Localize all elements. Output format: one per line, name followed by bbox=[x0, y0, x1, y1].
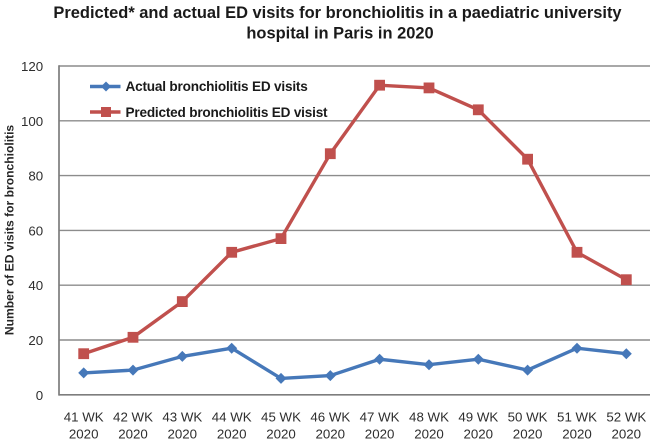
svg-text:2020: 2020 bbox=[266, 427, 296, 442]
svg-text:0: 0 bbox=[36, 388, 43, 403]
svg-text:50 WK: 50 WK bbox=[508, 409, 548, 424]
svg-text:44 WK: 44 WK bbox=[212, 409, 252, 424]
svg-text:80: 80 bbox=[28, 169, 43, 184]
svg-text:hospital in Paris in 2020: hospital in Paris in 2020 bbox=[246, 24, 433, 42]
svg-text:2020: 2020 bbox=[168, 427, 198, 442]
svg-text:52 WK: 52 WK bbox=[606, 409, 646, 424]
svg-text:2020: 2020 bbox=[562, 427, 592, 442]
svg-text:42 WK: 42 WK bbox=[113, 409, 153, 424]
svg-text:2020: 2020 bbox=[464, 427, 494, 442]
svg-text:41 WK: 41 WK bbox=[64, 409, 104, 424]
svg-text:20: 20 bbox=[28, 333, 43, 348]
svg-text:2020: 2020 bbox=[365, 427, 395, 442]
svg-text:40: 40 bbox=[28, 278, 43, 293]
svg-text:Predicted* and actual ED visit: Predicted* and actual ED visits for bron… bbox=[53, 4, 622, 22]
svg-text:120: 120 bbox=[21, 59, 43, 74]
svg-text:2020: 2020 bbox=[612, 427, 642, 442]
svg-text:45 WK: 45 WK bbox=[261, 409, 301, 424]
svg-text:60: 60 bbox=[28, 223, 43, 238]
svg-text:43 WK: 43 WK bbox=[162, 409, 202, 424]
svg-text:2020: 2020 bbox=[217, 427, 247, 442]
svg-text:Predicted bronchiolitis ED vis: Predicted bronchiolitis ED visist bbox=[126, 105, 329, 120]
svg-text:Actual bronchiolitis ED visits: Actual bronchiolitis ED visits bbox=[126, 79, 308, 94]
svg-text:48 WK: 48 WK bbox=[409, 409, 449, 424]
svg-text:2020: 2020 bbox=[414, 427, 444, 442]
svg-text:51 WK: 51 WK bbox=[557, 409, 597, 424]
svg-text:2020: 2020 bbox=[118, 427, 148, 442]
svg-text:46 WK: 46 WK bbox=[310, 409, 350, 424]
svg-text:2020: 2020 bbox=[69, 427, 99, 442]
svg-text:49 WK: 49 WK bbox=[458, 409, 498, 424]
svg-text:100: 100 bbox=[21, 114, 43, 129]
svg-text:Number of ED visits for bronch: Number of ED visits for bronchiolitis bbox=[2, 125, 16, 336]
svg-text:2020: 2020 bbox=[316, 427, 346, 442]
svg-text:47 WK: 47 WK bbox=[360, 409, 400, 424]
svg-text:2020: 2020 bbox=[513, 427, 543, 442]
